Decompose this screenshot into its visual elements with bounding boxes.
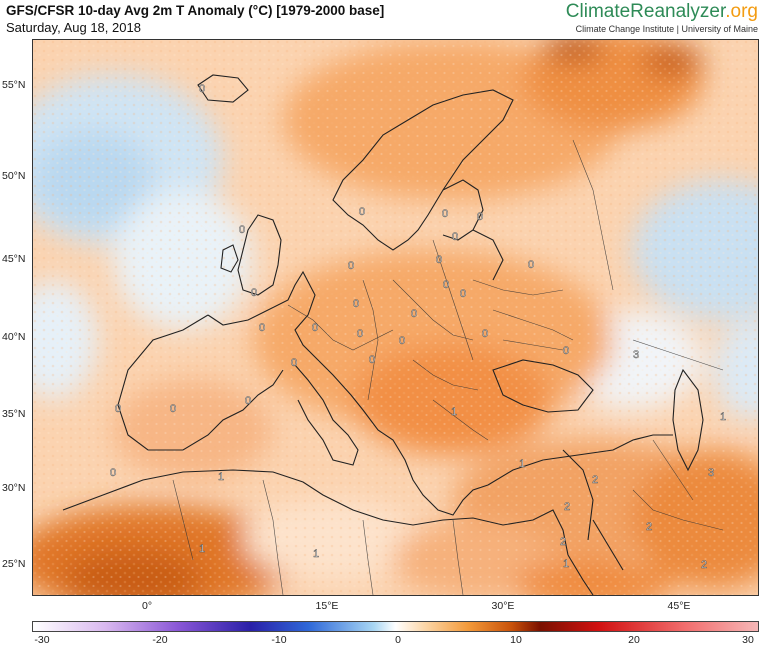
contour-label: 3 <box>633 349 639 361</box>
contour-label: 0 <box>528 259 534 271</box>
contour-label: 1 <box>563 558 569 570</box>
colorbar-tick: 10 <box>510 634 522 646</box>
contour-label: 0 <box>442 208 448 220</box>
contour-label: 0 <box>482 328 488 340</box>
contour-label: 0 <box>436 254 442 266</box>
map-title: GFS/CFSR 10-day Avg 2m T Anomaly (°C) [1… <box>6 3 385 18</box>
contour-label: 0 <box>170 403 176 415</box>
contour-label: 2 <box>592 474 598 486</box>
lat-label-35: 35°N <box>2 408 26 420</box>
contour-label: 0 <box>353 298 359 310</box>
coastlines <box>62 74 704 595</box>
lon-label-0: 0° <box>141 600 153 612</box>
lat-label-25: 25°N <box>2 558 26 570</box>
contour-label: 2 <box>646 521 652 533</box>
contour-label: 0 <box>357 328 363 340</box>
contour-label: 1 <box>720 411 726 423</box>
contour-label: 0 <box>110 467 116 479</box>
colorbar-tick: 20 <box>628 634 640 646</box>
contour-label: 0 <box>443 279 449 291</box>
lat-label-50: 50°N <box>2 170 26 182</box>
contour-label: 2 <box>560 536 566 548</box>
contour-label: 0 <box>251 287 257 299</box>
contour-label: 1 <box>313 548 319 560</box>
anomaly-texture <box>33 40 758 595</box>
colorbar-tick: 0 <box>395 634 401 646</box>
contour-label: 0 <box>452 231 458 243</box>
lat-label-55: 55°N <box>2 79 26 91</box>
contour-label: 3 <box>708 467 714 479</box>
contour-label: 0 <box>115 403 121 415</box>
anomaly-map-canvas: 0 0 0 0 0 0 0 0 0 0 0 0 0 0 0 0 0 0 0 0 … <box>33 40 758 595</box>
lon-label-15: 15°E <box>315 600 339 612</box>
contour-label: 0 <box>312 322 318 334</box>
contour-label: 0 <box>460 288 466 300</box>
colorbar-tick: -30 <box>34 634 50 646</box>
contour-label: 0 <box>369 354 375 366</box>
contour-label: 0 <box>245 395 251 407</box>
contour-label: 1 <box>519 458 525 470</box>
lon-label-45: 45°E <box>667 600 691 612</box>
colorbar-tick: -10 <box>271 634 287 646</box>
lat-label-45: 45°N <box>2 253 26 265</box>
lat-label-30: 30°N <box>2 482 26 494</box>
contour-label: 0 <box>259 322 265 334</box>
lat-label-40: 40°N <box>2 331 26 343</box>
brand-tld: .org <box>725 1 758 22</box>
colorbar <box>32 621 759 632</box>
contour-label: 0 <box>291 357 297 369</box>
contour-label: 0 <box>399 335 405 347</box>
contour-label: 0 <box>359 206 365 218</box>
map-date: Saturday, Aug 18, 2018 <box>6 20 141 35</box>
colorbar-tick: 30 <box>742 634 754 646</box>
contour-label: 0 <box>477 211 483 223</box>
brand-subtitle: Climate Change Institute | University of… <box>575 24 758 34</box>
contour-label: 0 <box>199 83 205 95</box>
contour-label: 0 <box>239 224 245 236</box>
contour-label: 1 <box>199 543 205 555</box>
contour-label: 2 <box>564 501 570 513</box>
brand-name: ClimateReanalyzer <box>565 1 726 22</box>
contour-label: 0 <box>563 345 569 357</box>
colorbar-tick: -20 <box>152 634 168 646</box>
contour-labels: 0 0 0 0 0 0 0 0 0 0 0 0 0 0 0 0 0 0 0 0 … <box>110 83 727 572</box>
contour-label: 1 <box>218 471 224 483</box>
country-borders <box>172 139 724 595</box>
contour-label: 2 <box>701 559 707 571</box>
contour-label: 0 <box>411 308 417 320</box>
brand-logo[interactable]: ClimateReanalyzer.org <box>566 1 758 23</box>
anomaly-map[interactable]: 0 0 0 0 0 0 0 0 0 0 0 0 0 0 0 0 0 0 0 0 … <box>32 39 759 596</box>
contour-label: 0 <box>348 260 354 272</box>
contour-label: 1 <box>451 406 457 418</box>
lon-label-30: 30°E <box>491 600 515 612</box>
